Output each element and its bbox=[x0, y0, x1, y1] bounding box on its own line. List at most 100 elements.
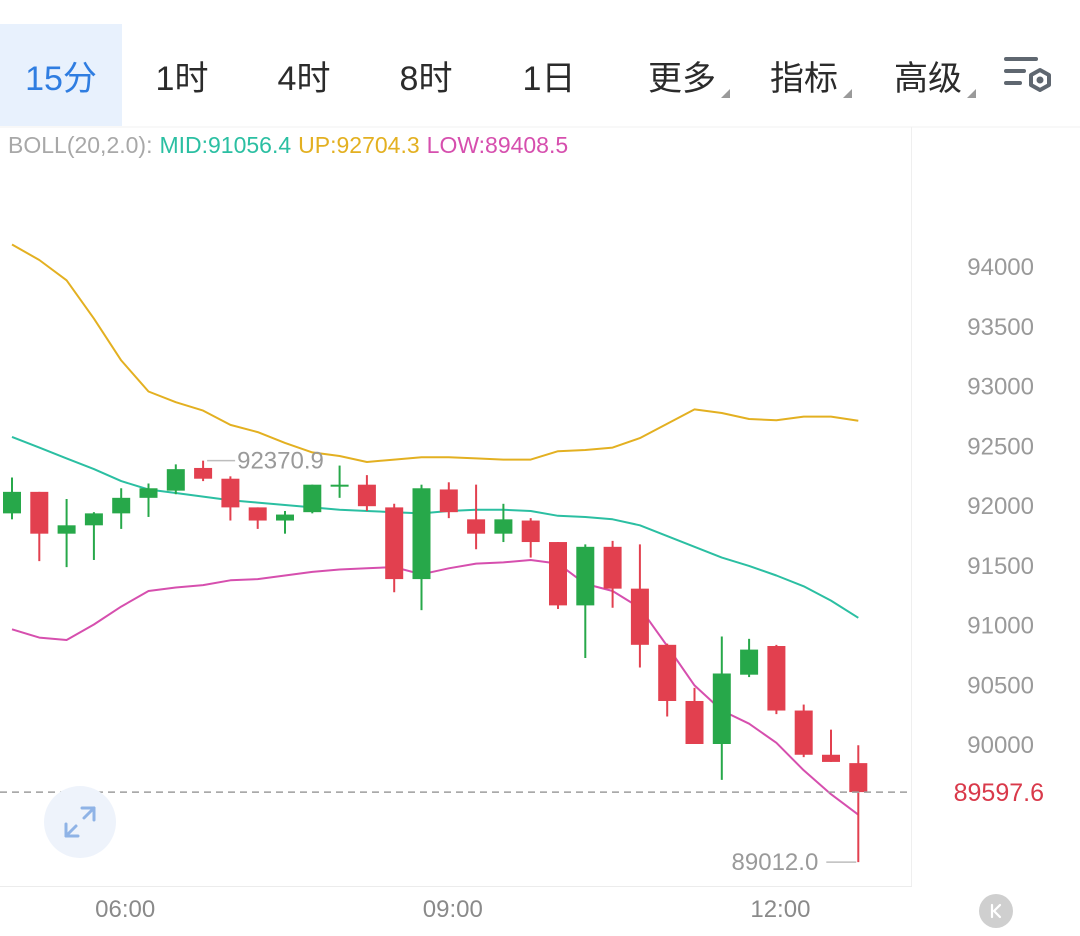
tab-label: 15分 bbox=[25, 59, 97, 98]
tab-label: 1日 bbox=[522, 59, 576, 98]
boll-low-value: LOW:89408.5 bbox=[426, 132, 569, 158]
y-tick-label: 92500 bbox=[967, 433, 1034, 460]
tab-label: 指标 bbox=[770, 59, 838, 98]
boll-name: BOLL(20,2.0): bbox=[8, 132, 153, 158]
candle-body bbox=[84, 513, 103, 526]
boll-up-line bbox=[11, 243, 859, 463]
y-tick-label: 91500 bbox=[967, 553, 1034, 580]
tab-indicators-dropdown[interactable]: 指标 bbox=[758, 24, 852, 126]
candle bbox=[712, 636, 731, 780]
k-logo-icon bbox=[990, 903, 1002, 919]
y-tick-label: 90500 bbox=[967, 672, 1034, 699]
chart-settings-button[interactable] bbox=[996, 24, 1060, 126]
boll-bands bbox=[11, 243, 859, 816]
candle-body bbox=[603, 546, 622, 589]
tab-label: 高级 bbox=[894, 59, 962, 98]
candle bbox=[3, 477, 21, 520]
candle-body bbox=[139, 488, 158, 498]
candle-body bbox=[194, 467, 213, 479]
candle bbox=[139, 483, 158, 517]
dropdown-caret-icon bbox=[967, 89, 976, 98]
tab-label: 更多 bbox=[648, 59, 716, 98]
candle bbox=[794, 704, 813, 758]
candle bbox=[685, 687, 704, 744]
boll-up-value: UP:92704.3 bbox=[298, 132, 420, 158]
tab-label: 8时 bbox=[399, 59, 453, 98]
tab-more-dropdown[interactable]: 更多 bbox=[636, 24, 730, 126]
tab-4hour[interactable]: 4时 bbox=[258, 24, 350, 126]
candle-body bbox=[112, 497, 131, 514]
candle bbox=[603, 540, 622, 608]
candle bbox=[221, 476, 240, 521]
candle-body bbox=[248, 507, 267, 521]
candle-body bbox=[221, 478, 240, 508]
y-tick-label: 90000 bbox=[967, 732, 1034, 759]
tab-advanced-dropdown[interactable]: 高级 bbox=[882, 24, 976, 126]
tab-1hour[interactable]: 1时 bbox=[136, 24, 228, 126]
x-tick-label: 12:00 bbox=[750, 896, 810, 923]
candle-body bbox=[740, 649, 759, 675]
expand-chart-button[interactable] bbox=[44, 786, 116, 858]
candle-body bbox=[412, 488, 431, 580]
candle bbox=[330, 465, 349, 498]
y-tick-label: 93000 bbox=[967, 374, 1034, 401]
candle-body bbox=[385, 507, 404, 580]
candle bbox=[57, 499, 76, 568]
candle bbox=[194, 460, 213, 482]
expand-icon bbox=[64, 806, 96, 838]
candle-body bbox=[467, 519, 486, 534]
candle bbox=[767, 644, 786, 715]
candle bbox=[84, 512, 103, 560]
candle-body bbox=[3, 491, 21, 514]
candle bbox=[439, 482, 458, 519]
candle-body bbox=[767, 646, 786, 711]
chart-settings-icon bbox=[1004, 57, 1051, 92]
candle bbox=[849, 745, 868, 863]
candle bbox=[112, 488, 131, 529]
tab-1day[interactable]: 1日 bbox=[503, 24, 595, 126]
high-marker-label: 92370.9 bbox=[237, 448, 324, 475]
candle bbox=[576, 544, 595, 658]
boll-indicator-legend: BOLL(20,2.0): MID:91056.4 UP:92704.3 LOW:89… bbox=[8, 132, 575, 159]
candle-body bbox=[549, 542, 567, 606]
boll-mid-value: MID:91056.4 bbox=[159, 132, 292, 158]
candle bbox=[467, 484, 486, 550]
candle bbox=[658, 643, 677, 717]
candle-body bbox=[494, 519, 513, 534]
tab-15min[interactable]: 15分 bbox=[0, 24, 122, 126]
candle bbox=[385, 503, 404, 593]
candle-body bbox=[849, 763, 868, 793]
candle-body bbox=[576, 546, 595, 606]
current-price-tag bbox=[912, 773, 1080, 812]
candle-body bbox=[30, 491, 49, 534]
boll-low-line bbox=[11, 559, 859, 816]
tab-label: 4时 bbox=[277, 59, 331, 98]
candle-body bbox=[57, 525, 76, 534]
candle bbox=[30, 491, 49, 562]
tab-8hour[interactable]: 8时 bbox=[380, 24, 472, 126]
candle bbox=[303, 484, 322, 514]
y-tick-label: 94000 bbox=[967, 254, 1034, 281]
candle-body bbox=[685, 700, 704, 744]
candles bbox=[3, 460, 868, 863]
y-tick-label: 93500 bbox=[967, 314, 1034, 341]
candle bbox=[494, 503, 513, 543]
candle bbox=[521, 518, 540, 558]
candle-body bbox=[712, 673, 731, 744]
dropdown-caret-icon bbox=[721, 89, 730, 98]
candle-body bbox=[822, 754, 840, 762]
candle bbox=[276, 510, 294, 534]
candle bbox=[740, 638, 759, 678]
time-axis: 06:00 09:00 12:00 bbox=[95, 896, 810, 923]
candle bbox=[822, 729, 840, 762]
candle-body bbox=[357, 484, 376, 507]
chart-logo-button[interactable] bbox=[979, 894, 1013, 928]
candle-body bbox=[630, 588, 649, 645]
candle bbox=[166, 464, 185, 495]
current-price-label: 89597.6 bbox=[954, 779, 1044, 807]
candle-body bbox=[166, 469, 185, 491]
candle-body bbox=[794, 710, 813, 755]
candle bbox=[630, 544, 649, 668]
